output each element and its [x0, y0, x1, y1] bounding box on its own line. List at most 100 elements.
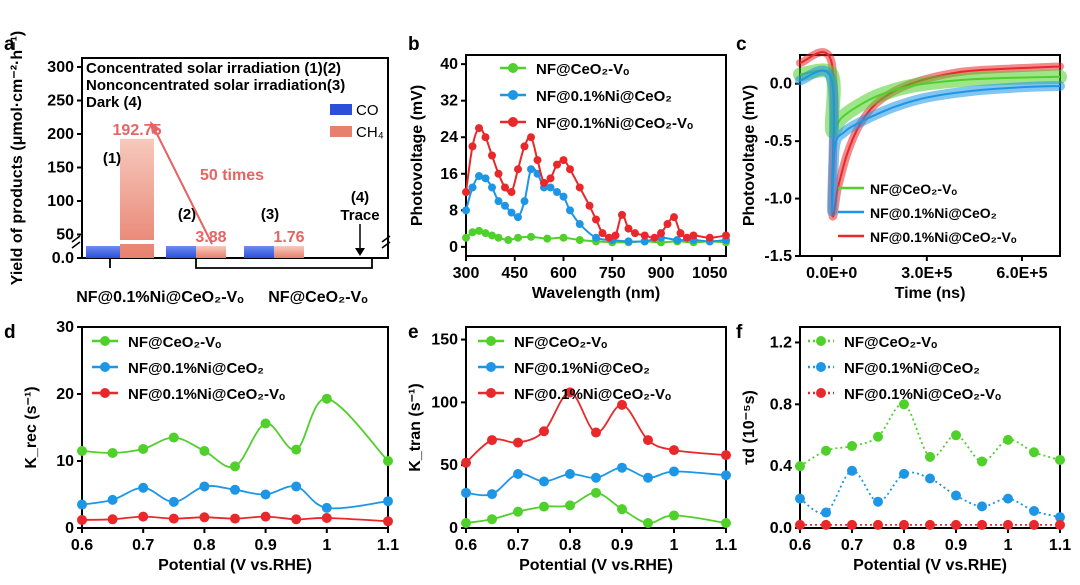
y-axis-label: τd (10⁻⁵s)	[741, 390, 758, 465]
data-point	[821, 519, 831, 530]
x-tick-label: 300	[453, 265, 480, 282]
data-point	[514, 165, 522, 174]
data-point	[565, 468, 575, 479]
data-point	[321, 512, 332, 523]
y-axis-label: K_rec (s⁻¹)	[23, 386, 40, 468]
y-tick-label: 250	[47, 93, 74, 110]
data-point	[795, 519, 805, 530]
data-point	[566, 165, 574, 174]
series-line	[799, 69, 1061, 213]
y-tick-label: 0	[449, 520, 458, 537]
data-point	[1029, 519, 1039, 530]
y-tick-label: 0	[65, 520, 74, 537]
data-point	[383, 516, 393, 527]
ratio-arrow	[153, 127, 213, 245]
data-point	[138, 443, 149, 454]
series-line	[465, 466, 727, 497]
y-tick-label: 150	[431, 332, 458, 349]
x-tick-label: 1	[670, 537, 679, 554]
y-tick-label: 0.0	[52, 250, 74, 267]
bar-ch4	[196, 246, 226, 258]
data-point	[481, 133, 490, 142]
axes-frame	[81, 326, 389, 529]
data-point	[669, 466, 679, 477]
bar-break-gap	[84, 240, 156, 244]
data-point	[657, 229, 665, 238]
data-point	[617, 504, 627, 515]
y-tick-label: 100	[47, 193, 74, 210]
data-point	[487, 435, 497, 446]
x-axis-label: Potential (V vs.RHE)	[158, 557, 312, 574]
legend-label: NF@0.1%Ni@CeO₂-Vₒ	[844, 386, 1001, 403]
data-point	[640, 237, 649, 246]
x-tick-label: 0.0E+0	[806, 265, 857, 282]
legend-label: NF@CeO₂-Vₒ	[514, 334, 607, 351]
x-category-label: NF@0.1%Ni@CeO₂-Vₒ	[76, 289, 244, 306]
data-point	[643, 472, 653, 483]
data-point	[513, 506, 523, 517]
data-point	[543, 234, 552, 243]
data-point	[168, 496, 179, 507]
data-point	[461, 487, 471, 498]
data-point	[1003, 519, 1013, 530]
data-point	[670, 213, 678, 222]
data-point	[553, 188, 561, 197]
y-tick-label: 100	[431, 394, 458, 411]
data-point	[598, 229, 607, 238]
group-label: (2)	[178, 206, 196, 223]
data-point	[468, 142, 477, 151]
data-point	[721, 470, 731, 481]
x-tick-label: 450	[501, 265, 528, 282]
data-point	[513, 437, 523, 448]
data-point	[488, 231, 496, 240]
series-line	[81, 397, 389, 469]
legend-label: NF@0.1%Ni@CeO₂	[844, 360, 980, 377]
legend-label: NF@0.1%Ni@CeO₂	[870, 205, 997, 221]
data-point	[461, 517, 471, 528]
series-line	[81, 515, 389, 523]
group-label: (3)	[261, 206, 279, 223]
data-point	[138, 511, 149, 522]
data-point	[77, 514, 87, 525]
axes-frame	[799, 326, 1061, 529]
data-point	[640, 231, 649, 240]
x-tick-label: 0.7	[132, 537, 154, 554]
data-point	[566, 206, 574, 215]
data-point	[721, 450, 731, 461]
y-axis-label: Yield of products (μmol·cm⁻²·h⁻¹)	[9, 31, 26, 286]
data-point	[468, 228, 477, 237]
data-point	[481, 229, 490, 238]
data-point	[199, 512, 210, 523]
trace-label: Trace	[340, 207, 379, 224]
bar-value-label: 1.76	[273, 229, 304, 246]
data-point	[168, 432, 179, 443]
group-label: (1)	[103, 150, 121, 167]
data-point	[321, 393, 332, 404]
data-point	[1055, 454, 1065, 465]
data-point	[475, 172, 483, 181]
y-tick-label: 300	[47, 59, 74, 76]
data-point	[977, 519, 987, 530]
legend-marker	[816, 336, 826, 346]
data-point	[559, 192, 568, 201]
data-point	[951, 519, 961, 530]
data-point	[199, 481, 210, 492]
data-point	[462, 206, 470, 215]
data-point	[925, 451, 935, 462]
data-point	[624, 224, 633, 233]
y-tick-label: 30	[56, 319, 74, 336]
data-point	[481, 174, 490, 183]
group-bracket	[195, 258, 373, 269]
data-point	[107, 494, 118, 505]
data-point	[230, 513, 240, 524]
data-point	[494, 197, 503, 206]
data-point	[1003, 434, 1013, 445]
group-label: (4)	[351, 189, 369, 206]
x-tick-label: 1050	[692, 265, 728, 282]
x-axis-label: Time (ns)	[895, 285, 966, 302]
legend-marker	[100, 362, 110, 372]
data-point	[673, 236, 682, 245]
legend-marker	[816, 388, 826, 398]
axes-frame	[799, 54, 1061, 257]
data-point	[260, 418, 271, 429]
